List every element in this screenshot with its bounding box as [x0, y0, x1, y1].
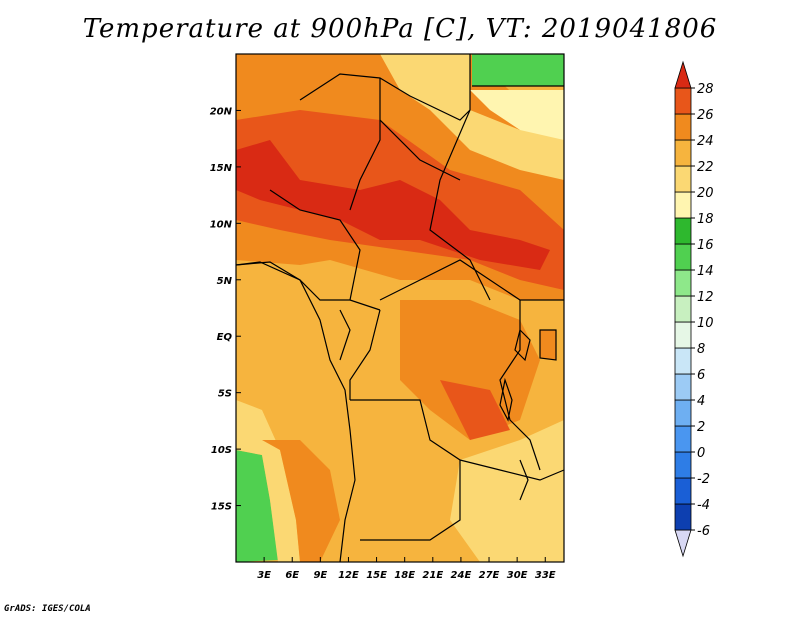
colorbar-label: 6: [697, 368, 705, 383]
colorbar-bin: [674, 113, 692, 141]
colorbar-bin: [674, 269, 692, 297]
colorbar-bin: [674, 321, 692, 349]
colorbar-bin: [674, 347, 692, 375]
colorbar-label: 22: [697, 160, 714, 175]
colorbar-bin: [674, 139, 692, 167]
region-24-26-central: [400, 300, 540, 440]
x-tick-label: 9E: [313, 570, 327, 581]
x-tick-label: 3E: [257, 570, 271, 581]
colorbar-label: 24: [697, 134, 714, 149]
x-tick-label: 18E: [394, 570, 415, 581]
x-tick-label: 24E: [451, 570, 472, 581]
coastline: [235, 261, 356, 563]
region-28-north: [236, 140, 550, 270]
x-tick-label: 27E: [479, 570, 500, 581]
colorbar-label: 0: [697, 446, 705, 461]
lake-tanganyika: [499, 377, 513, 422]
colorbar-bin: [674, 477, 692, 505]
colorbar-label: 4: [697, 394, 705, 409]
x-tick-label: 30E: [507, 570, 528, 581]
y-tick-label: EQ: [217, 332, 233, 343]
y-tick-label: 10N: [210, 219, 233, 230]
x-tick-label: 33E: [535, 570, 556, 581]
y-tick-label: 10S: [211, 445, 232, 456]
colorbar-bin: [674, 243, 692, 271]
colorbar-label: 26: [697, 108, 714, 123]
x-axis: 3E 6E 9E 12E 15E 18E 21E 24E 27E 30E 33E: [257, 557, 556, 581]
chart-title: Temperature at 900hPa [C], VT: 201904180…: [82, 14, 718, 44]
colorbar-bin: [674, 295, 692, 323]
colorbar-label: 12: [697, 290, 714, 305]
colorbar-bin: [674, 399, 692, 427]
colorbar-bin: [674, 503, 692, 531]
lake-victoria: [539, 329, 557, 361]
colorbar-bin: [674, 60, 692, 89]
colorbar-label: 10: [697, 316, 714, 331]
colorbar-bin: [674, 165, 692, 193]
colorbar-label: 18: [697, 212, 714, 227]
x-tick-label: 12E: [338, 570, 359, 581]
y-tick-label: 5S: [218, 389, 232, 400]
x-tick-label: 6E: [285, 570, 299, 581]
map-field: [235, 53, 565, 563]
colorbar-label: 8: [697, 342, 705, 357]
colorbar-label: -4: [697, 498, 710, 513]
region-18-20-ne: [470, 90, 564, 140]
colorbar-bin: [674, 373, 692, 401]
lake-outline: [514, 328, 531, 362]
colorbar-bin: [674, 191, 692, 219]
colorbar-label: 16: [697, 238, 714, 253]
colorbar-bin: [674, 217, 692, 245]
x-tick-label: 15E: [366, 570, 387, 581]
y-axis: 20N 15N 10N 5N EQ 5S 10S 15S: [210, 106, 241, 513]
y-tick-label: 15S: [211, 502, 232, 513]
region-24-26-sw: [262, 440, 340, 562]
y-tick-label: 20N: [210, 106, 233, 117]
colorbar-bin: [674, 425, 692, 453]
colorbar-bin: [674, 451, 692, 479]
colorbar-label: 2: [697, 420, 705, 435]
region-12-16-sw: [236, 450, 278, 562]
lake-malawi: [519, 459, 529, 501]
colorbar-label: -2: [697, 472, 710, 487]
colorbar-bin: [674, 87, 692, 115]
region-12-16-ne: [472, 54, 564, 86]
region-20-22-ne: [380, 54, 564, 180]
plot-frame: [235, 53, 565, 563]
y-tick-label: 15N: [210, 163, 233, 174]
grads-credit: GrADS: IGES/COLA: [4, 604, 91, 614]
country-borders: [235, 54, 565, 541]
colorbar-label: 20: [697, 186, 714, 201]
colorbar-label: -6: [697, 524, 710, 539]
colorbar-bin: [674, 529, 692, 558]
y-tick-label: 5N: [217, 276, 233, 287]
region-26-28-central: [440, 380, 510, 440]
colorbar-label: 28: [697, 82, 714, 97]
x-tick-label: 21E: [422, 570, 443, 581]
region-20-22-sw: [236, 400, 300, 562]
colorbar-label: 14: [697, 264, 714, 279]
